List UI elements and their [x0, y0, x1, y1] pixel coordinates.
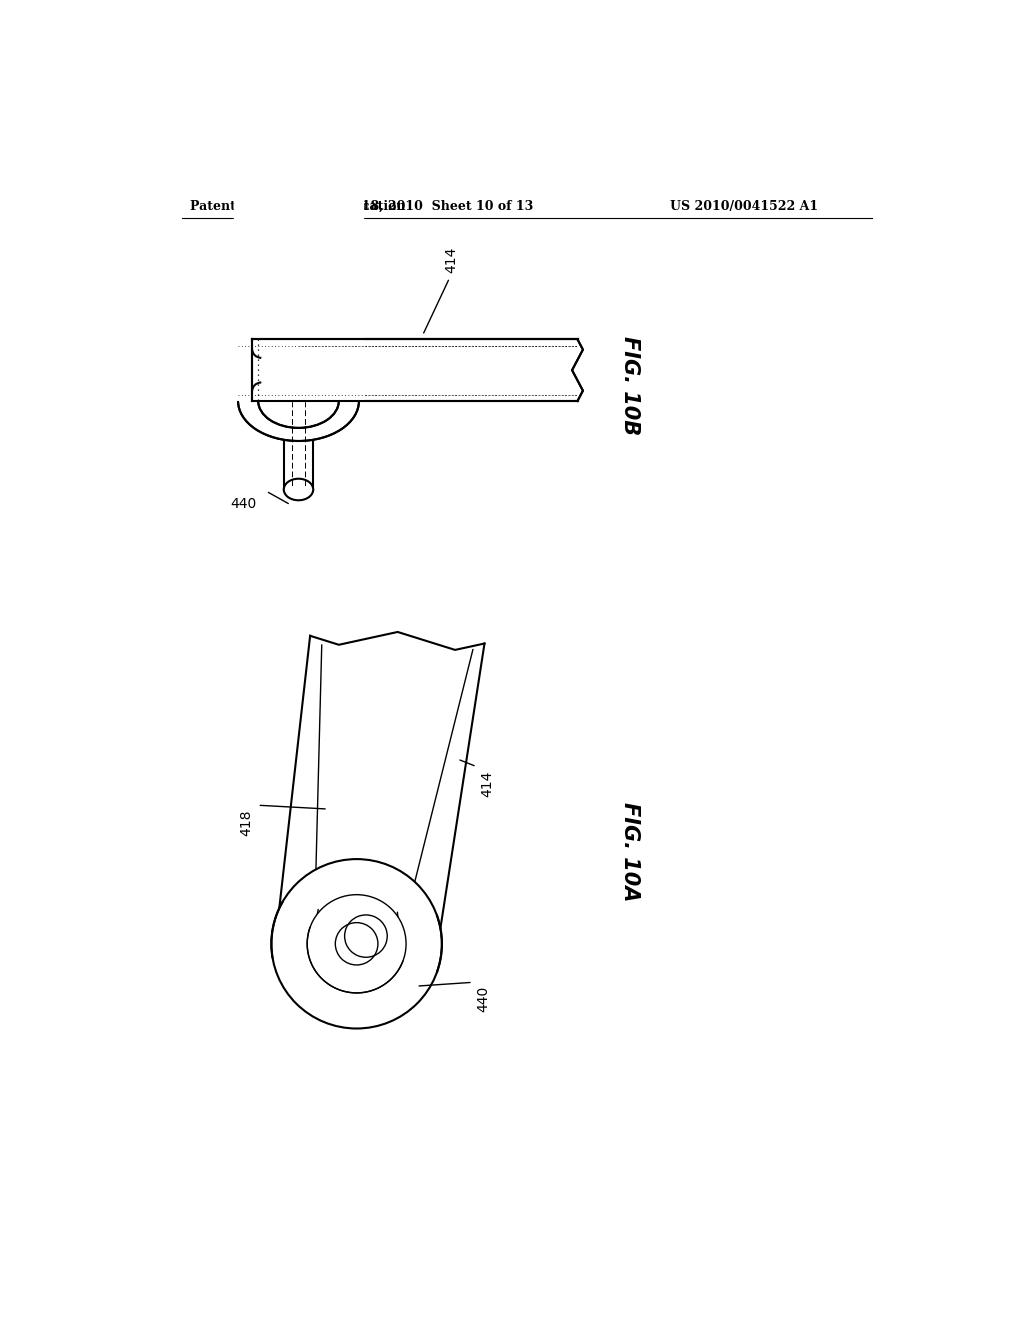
Text: FIG. 10B: FIG. 10B — [621, 337, 640, 436]
Text: FIG. 10A: FIG. 10A — [621, 801, 640, 902]
Text: US 2010/0041522 A1: US 2010/0041522 A1 — [671, 199, 818, 213]
Ellipse shape — [258, 374, 339, 428]
Text: 414: 414 — [444, 247, 458, 273]
Ellipse shape — [238, 360, 359, 441]
Text: 418: 418 — [296, 247, 310, 273]
Ellipse shape — [284, 479, 313, 500]
Text: Feb. 18, 2010  Sheet 10 of 13: Feb. 18, 2010 Sheet 10 of 13 — [328, 199, 532, 213]
Text: 414: 414 — [480, 771, 495, 797]
Circle shape — [335, 923, 378, 965]
Text: 440: 440 — [477, 986, 490, 1012]
Circle shape — [307, 895, 407, 993]
Text: Patent Application Publication: Patent Application Publication — [190, 199, 406, 213]
Text: 418: 418 — [240, 809, 254, 836]
Circle shape — [271, 859, 442, 1028]
Text: 440: 440 — [230, 498, 257, 511]
